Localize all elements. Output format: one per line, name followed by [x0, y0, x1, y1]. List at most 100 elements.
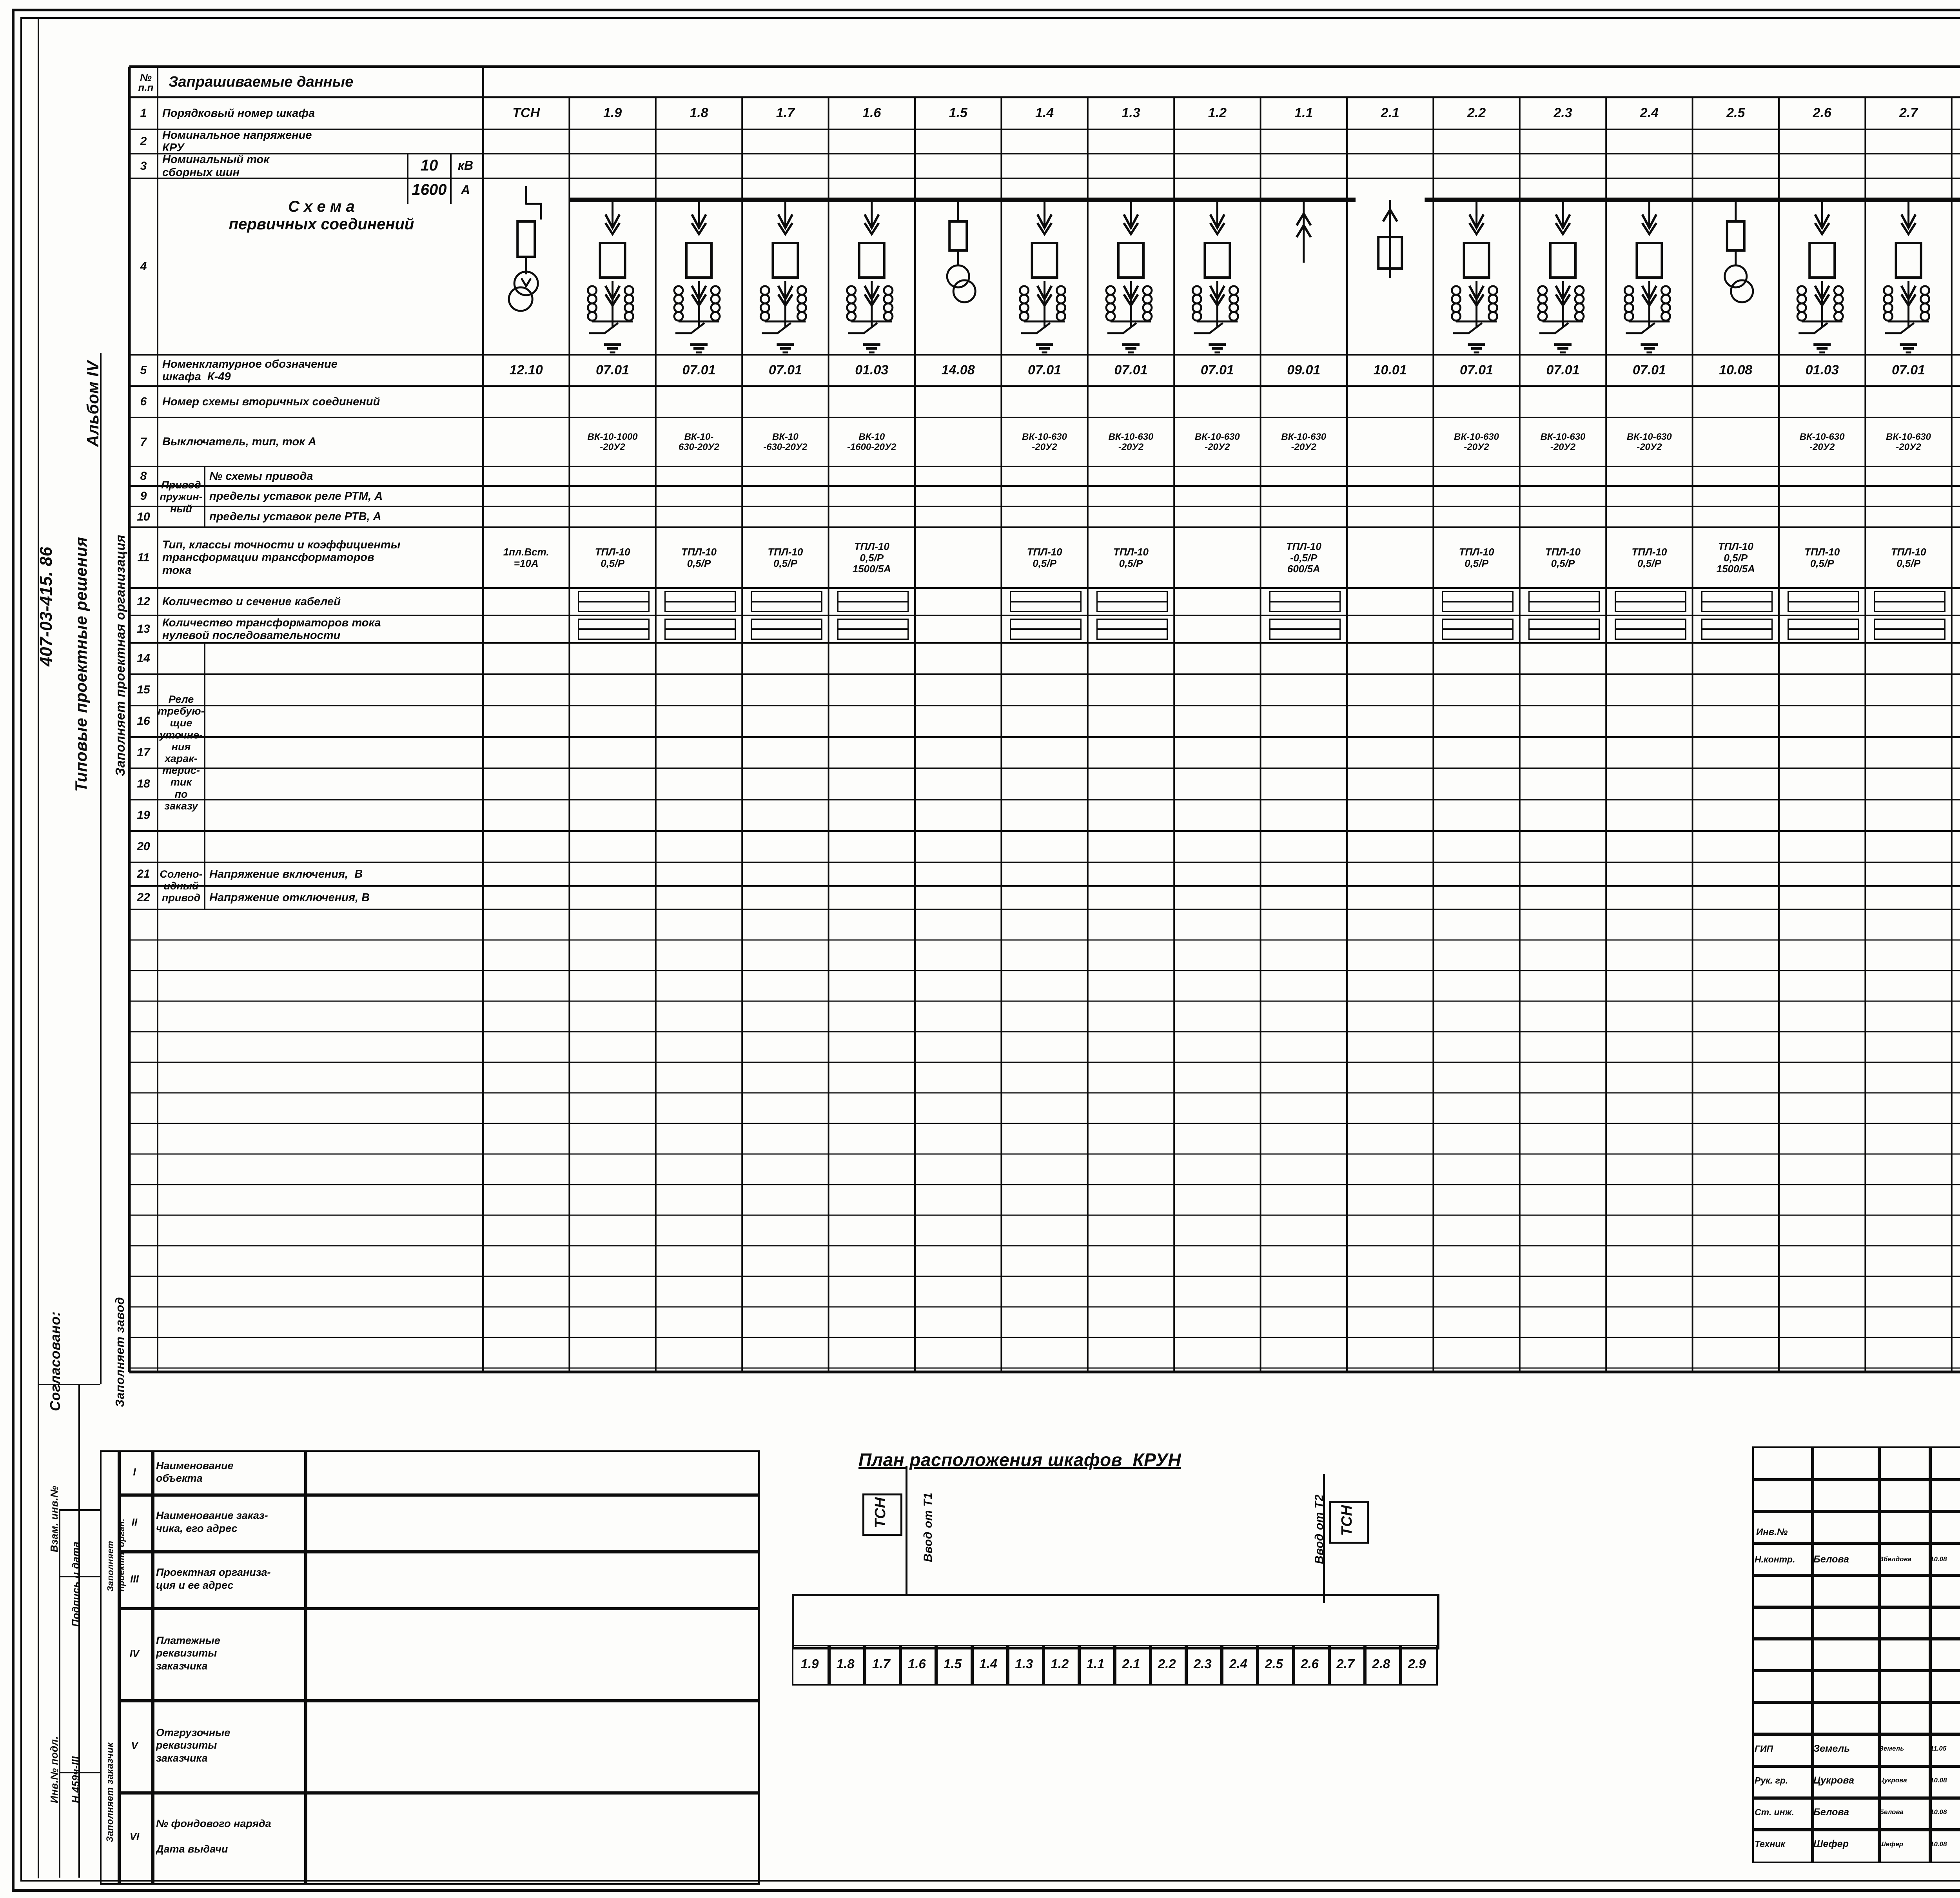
zero-seq-ct-box-12-0	[1528, 619, 1600, 630]
row-label-10: пределы уставок реле РТВ, А	[209, 510, 381, 523]
tb-cell	[1878, 1733, 1932, 1768]
cust-label-box	[151, 1607, 307, 1702]
current-transformer-0: 1пл.Вст. =10А	[503, 546, 549, 569]
plan-cell-label-3: 1.6	[907, 1656, 926, 1671]
plan-corridor	[792, 1594, 1439, 1649]
cable-count-box-4-1	[837, 601, 909, 612]
row-number-19: 19	[137, 809, 150, 822]
zero-seq-ct-box-16-1	[1874, 629, 1945, 640]
tb-cell	[1878, 1605, 1932, 1640]
zero-seq-ct-box-11-1	[1442, 629, 1514, 640]
cable-count-box-11-0	[1442, 591, 1514, 602]
cust-label-box	[151, 1791, 307, 1885]
tb-cell	[1929, 1796, 1960, 1831]
row-number-4: 4	[140, 260, 147, 273]
nomenclature-17: 07.01	[1952, 356, 1960, 385]
plan-cell-label-11: 2.3	[1193, 1656, 1212, 1671]
tb-cell	[1878, 1478, 1932, 1513]
row-number-9: 9	[140, 490, 147, 503]
plan-cell-3	[899, 1645, 938, 1686]
cust-rn-box	[118, 1493, 154, 1553]
current-transformer-6: ТПЛ-10 0,5/Р	[1027, 546, 1062, 569]
plan-cell-5	[970, 1645, 1009, 1686]
zero-seq-ct-box-1-0	[578, 619, 650, 630]
cable-count-box-11-1	[1442, 601, 1514, 612]
tb-cell	[1752, 1510, 1814, 1545]
breaker-type-6: ВК-10-630 -20У2	[1022, 431, 1067, 452]
row-label-8: № схемы привода	[209, 470, 313, 483]
tb-cell	[1878, 1701, 1932, 1736]
breaker-type-15: ВК-10-630 -20У2	[1799, 431, 1845, 452]
nomenclature-3: 07.01	[768, 363, 802, 378]
zero-seq-ct-box-14-0	[1701, 619, 1773, 630]
zero-seq-ct-box-9-1	[1269, 629, 1341, 640]
plan-cell-2	[863, 1645, 902, 1686]
margin-typical: Типовые проектные решения	[72, 537, 90, 792]
cabinet-number-2: 1.8	[690, 105, 708, 121]
tb-cell	[1878, 1637, 1932, 1673]
row-number-7: 7	[140, 435, 147, 448]
rated-current-unit: А	[461, 183, 470, 197]
tb-cell	[1811, 1446, 1881, 1482]
plan-cell-label-12: 2.4	[1229, 1656, 1247, 1671]
row-label-21: Напряжение включения, В	[209, 867, 363, 880]
cust-side-strip	[100, 1450, 121, 1885]
plan-cell-label-17: 2.9	[1408, 1656, 1426, 1671]
plan-tsn-left-label: ТСН	[872, 1497, 889, 1528]
breaker-type-12: ВК-10-630 -20У2	[1540, 431, 1586, 452]
nomenclature-0: 12.10	[509, 363, 543, 378]
row-number-1: 1	[140, 107, 147, 120]
cabinet-number-7: 1.3	[1122, 105, 1140, 121]
plan-cell-12	[1220, 1645, 1259, 1686]
cust-value-box	[304, 1699, 760, 1795]
zero-seq-ct-box-7-1	[1096, 629, 1168, 640]
tb-sign-1: Земель	[1879, 1745, 1904, 1753]
nomenclature-8: 07.01	[1200, 363, 1234, 378]
cable-count-box-9-1	[1269, 601, 1341, 612]
tb-cell	[1811, 1510, 1881, 1545]
current-transformer-13: ТПЛ-10 0,5/Р	[1632, 546, 1667, 569]
cabinet-number-16: 2.7	[1899, 105, 1918, 121]
row-number-12: 12	[137, 595, 150, 608]
tb-cell	[1929, 1573, 1960, 1609]
zero-seq-ct-box-11-0	[1442, 619, 1514, 630]
cable-count-box-6-0	[1010, 591, 1082, 602]
breaker-type-7: ВК-10-630 -20У2	[1108, 431, 1154, 452]
plan-cell-label-1: 1.8	[836, 1656, 855, 1671]
cust-label-box	[151, 1550, 307, 1610]
row-number-21: 21	[137, 867, 150, 880]
main-head-title: Запрашиваемые данные	[169, 74, 354, 90]
row-label-3: Номинальный ток сборных шин	[162, 154, 269, 178]
tb-cell	[1752, 1605, 1814, 1640]
cable-count-box-3-0	[751, 591, 822, 602]
row-label-7: Выключатель, тип, ток А	[162, 435, 316, 448]
cable-count-box-7-1	[1096, 601, 1168, 612]
row-label-4: С х е м а первичных соединений	[229, 198, 414, 233]
row-number-11: 11	[137, 551, 150, 564]
cable-count-box-1-0	[578, 591, 650, 602]
breaker-type-13: ВК-10-630 -20У2	[1626, 431, 1672, 452]
row-group-label: Соленo- идный привод	[160, 868, 203, 904]
margin-album: Альбом IV	[83, 361, 102, 447]
cabinet-number-0: ТСН	[512, 105, 540, 121]
tb-sign-2: Цукрова	[1879, 1776, 1907, 1784]
current-transformer-4: ТПЛ-10 0,5/Р 1500/5А	[852, 541, 891, 575]
tb-cell	[1811, 1796, 1881, 1831]
cable-count-box-14-0	[1701, 591, 1773, 602]
main-head-num: № п.п	[138, 71, 154, 93]
nomenclature-9: 09.01	[1287, 363, 1321, 378]
zero-seq-ct-box-6-1	[1010, 629, 1082, 640]
tb-cell	[1752, 1828, 1814, 1863]
cust-value-box	[304, 1791, 760, 1885]
plan-connector	[1323, 1474, 1325, 1603]
tb-cell	[1752, 1478, 1814, 1513]
cust-rn-box	[118, 1699, 154, 1795]
tb-cell	[1752, 1796, 1814, 1831]
row-number-10: 10	[137, 510, 150, 523]
plan-cell-label-7: 1.2	[1051, 1656, 1069, 1671]
tb-cell	[1811, 1733, 1881, 1768]
breaker-type-16: ВК-10-630 -20У2	[1886, 431, 1931, 452]
row-label-1: Порядковый номер шкафа	[162, 107, 315, 120]
tb-cell	[1929, 1510, 1960, 1545]
